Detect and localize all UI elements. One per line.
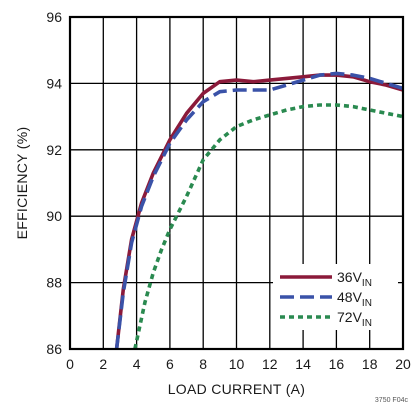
y-tick-label: 94	[46, 75, 62, 91]
x-tick-label: 0	[66, 356, 74, 372]
series-line-48v	[114, 71, 403, 349]
x-tick-label: 18	[362, 356, 378, 372]
legend-label-72v: 72VIN	[337, 309, 372, 329]
y-tick-label: 96	[46, 9, 62, 25]
x-tick-label: 20	[395, 356, 411, 372]
x-tick-label: 14	[295, 356, 311, 372]
x-tick-label: 4	[133, 356, 141, 372]
y-axis-title: EFFICIENCY (%)	[14, 127, 30, 240]
y-tick-label: 90	[46, 208, 62, 224]
series-lines	[114, 71, 403, 349]
x-tick-label: 10	[229, 356, 245, 372]
series-line-72v	[133, 103, 403, 349]
x-tick-label: 12	[262, 356, 278, 372]
legend-label-48v: 48VIN	[337, 289, 372, 309]
y-tick-label: 88	[46, 275, 62, 291]
legend-label-36v: 36VIN	[337, 269, 372, 289]
plot-frame	[68, 15, 405, 351]
x-tick-label: 16	[329, 356, 345, 372]
y-tick-label: 92	[46, 142, 62, 158]
figure-code: 3750 F04c	[375, 397, 409, 404]
x-tick-labels: 0 2 4 6 8 10 12 14 16 18 20	[66, 356, 411, 372]
x-tick-label: 6	[166, 356, 174, 372]
x-tick-label: 8	[199, 356, 207, 372]
x-tick-label: 2	[99, 356, 107, 372]
x-axis-title: LOAD CURRENT (A)	[168, 381, 306, 397]
y-tick-label: 86	[46, 341, 62, 357]
y-tick-labels: 86 88 90 92 94 96	[46, 9, 62, 357]
